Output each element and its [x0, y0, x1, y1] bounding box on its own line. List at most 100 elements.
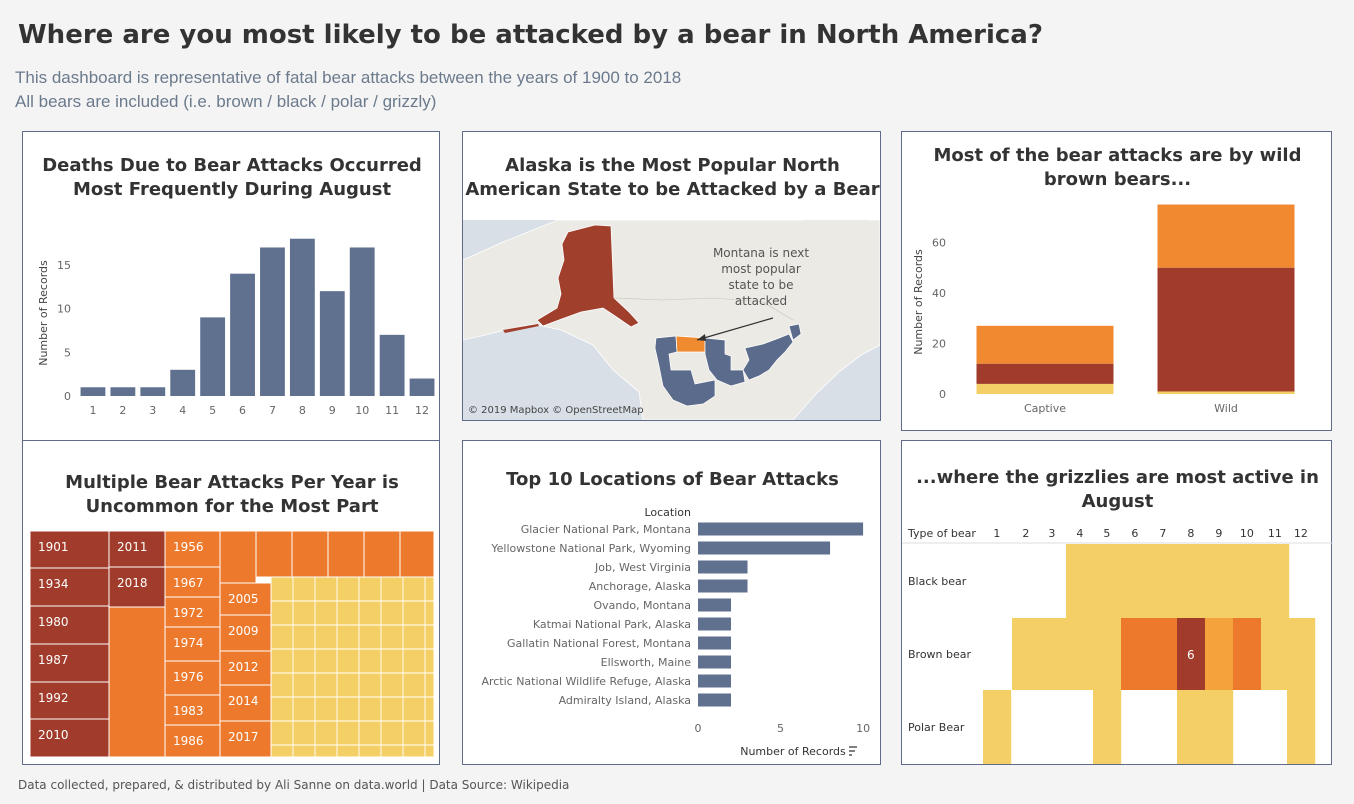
dashboard-title: Where are you most likely to be attacked…: [18, 20, 1043, 50]
north-america-map[interactable]: Montana is next most popular state to be…: [463, 220, 880, 420]
heatmap-cell: [1177, 618, 1206, 690]
heatmap-cell: [1149, 618, 1178, 690]
treemap-cell-label: 1986: [173, 734, 204, 748]
x-tick-label: 0: [695, 722, 702, 735]
location-label: Katmai National Park, Alaska: [533, 618, 691, 631]
bar-segment: [1157, 204, 1295, 268]
y-axis-label: Number of Records: [37, 260, 50, 366]
treemap-cell-label: 1956: [173, 540, 204, 554]
treemap-cell: [327, 530, 365, 578]
x-tick-label: 2: [119, 404, 126, 417]
y-tick-label: 0: [64, 390, 71, 403]
heatmap-cell: [1233, 544, 1262, 618]
treemap-cell-label: 1987: [38, 653, 69, 667]
grizzly-title: ...where the grizzlies are most active i…: [902, 466, 1333, 514]
wild-title-line-1: Most of the bear attacks are by wild: [933, 145, 1302, 166]
map-annotation-line-3: state to be: [728, 278, 793, 292]
panel-monthly-deaths: Deaths Due to Bear Attacks Occurred Most…: [22, 131, 440, 441]
treemap-cell-label: 1901: [38, 540, 69, 554]
treemap-title-line-2: Uncommon for the Most Part: [85, 496, 379, 517]
treemap-cell-label: 2018: [117, 576, 148, 590]
y-tick-label: 40: [932, 287, 946, 300]
x-tick-label: 11: [385, 404, 399, 417]
map-western-us-states: [654, 335, 716, 407]
map-yukon-canada: [613, 297, 794, 321]
location-label: Arctic National Wildlife Refuge, Alaska: [481, 675, 691, 688]
bar: [698, 655, 732, 669]
bar: [698, 579, 748, 593]
treemap-cell: [164, 596, 221, 628]
x-tick-label: 5: [777, 722, 784, 735]
column-header: 3: [1048, 527, 1055, 540]
row-label: Polar Bear: [908, 721, 965, 734]
treemap-cell: [164, 660, 221, 696]
grizzly-title-line-2: August: [1081, 491, 1154, 512]
column-header: 7: [1159, 527, 1166, 540]
bar: [698, 541, 831, 555]
row-label: Black bear: [908, 575, 967, 588]
panel-treemap: Multiple Bear Attacks Per Year is Uncomm…: [22, 440, 440, 765]
y-tick-label: 15: [57, 259, 71, 272]
location-label: Yellowstone National Park, Wyoming: [490, 542, 691, 555]
bar: [349, 247, 375, 396]
treemap-cell: [29, 567, 110, 607]
heatmap-cell: [1038, 618, 1067, 690]
column-header: 10: [1240, 527, 1254, 540]
location-label: Anchorage, Alaska: [589, 580, 691, 593]
treemap-cell-label: 1983: [173, 704, 204, 718]
dashboard-subtitle-line-2: All bears are included (i.e. brown / bla…: [15, 92, 437, 111]
heatmap-cell: [1205, 690, 1234, 764]
treemap-cell: [219, 720, 272, 758]
x-tick-label: 5: [209, 404, 216, 417]
top10-bar-chart: Location Glacier National Park, Montana Ye…: [481, 506, 870, 758]
treemap-cell: [164, 530, 221, 568]
heatmap-cell: [1177, 690, 1206, 764]
map-title: Alaska is the Most Popular North America…: [463, 154, 882, 202]
treemap-cell: [164, 724, 221, 758]
bar: [110, 387, 136, 396]
map-title-line-1: Alaska is the Most Popular North: [505, 155, 840, 176]
bar: [80, 387, 106, 396]
treemap-cell: [270, 576, 435, 758]
map-annotation-arrow: [696, 317, 774, 341]
wild-title: Most of the bear attacks are by wild bro…: [902, 144, 1333, 192]
column-header: 1: [993, 527, 1000, 540]
location-label: Glacier National Park, Montana: [521, 523, 691, 536]
treemap-cell-label: 1967: [173, 576, 204, 590]
x-tick-label: 10: [856, 722, 870, 735]
bar: [140, 387, 166, 396]
y-tick-label: 5: [64, 346, 71, 359]
treemap-cell: [108, 606, 166, 758]
treemap-cell-label: 2010: [38, 728, 69, 742]
treemap-cell: [255, 530, 293, 578]
heatmap-cell: [1287, 618, 1316, 690]
panel-map: Alaska is the Most Popular North America…: [462, 131, 881, 421]
map-eastern-states: [742, 333, 794, 381]
bar: [698, 636, 732, 650]
treemap-cell-label: 2017: [228, 730, 259, 744]
treemap-cell-label: 2005: [228, 592, 259, 606]
map-title-line-2: American State to be Attacked by a Bear: [465, 179, 880, 200]
treemap-cell-label: 1992: [38, 691, 69, 705]
map-annotation-line-4: attacked: [735, 294, 787, 308]
bar: [200, 317, 226, 396]
heatmap-cell: [1093, 544, 1122, 618]
bar: [698, 560, 748, 574]
x-tick-label: 8: [299, 404, 306, 417]
map-annotation-line-1: Montana is next: [713, 246, 809, 260]
map-central-states: [704, 337, 746, 387]
bar: [379, 334, 405, 396]
map-annotation-line-2: most popular: [721, 262, 801, 276]
bar: [319, 291, 345, 396]
column-header: 2: [1022, 527, 1029, 540]
bar: [698, 693, 732, 707]
heatmap-cell: [1287, 690, 1316, 764]
x-tick-label: 10: [355, 404, 369, 417]
bar: [698, 617, 732, 631]
x-tick-label: Captive: [1024, 402, 1066, 415]
map-annotation-arrowhead: [697, 334, 706, 341]
heatmap-cell: [1093, 618, 1122, 690]
heatmap-value-label: 6: [1187, 648, 1195, 662]
monthly-title-line-1: Deaths Due to Bear Attacks Occurred: [42, 155, 422, 176]
column-header: 9: [1215, 527, 1222, 540]
